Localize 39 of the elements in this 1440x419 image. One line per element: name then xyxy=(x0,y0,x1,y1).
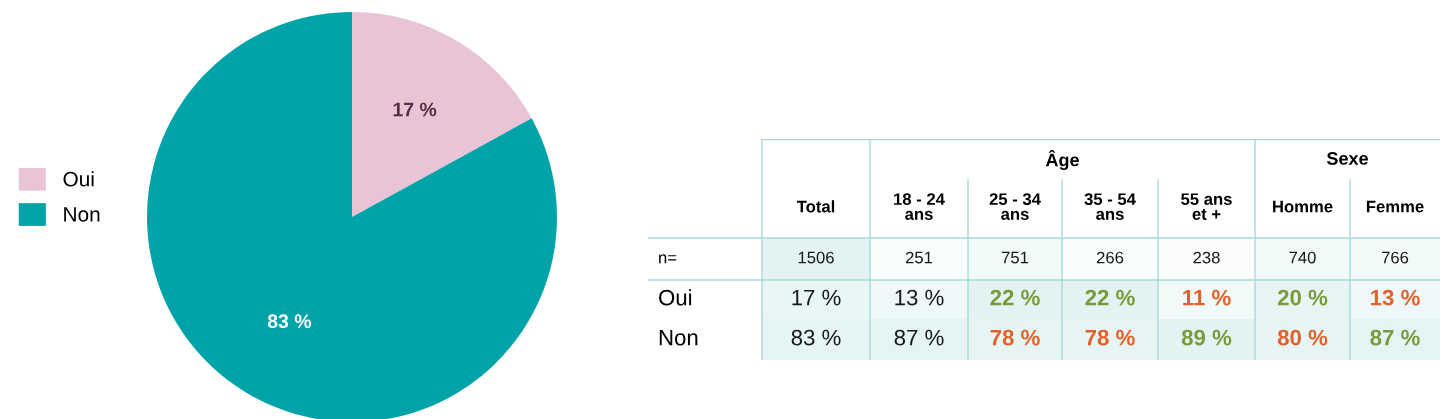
data-label: 17 % xyxy=(393,102,437,117)
legend-label: Oui xyxy=(63,171,94,187)
x-tick-label: Femme xyxy=(1366,200,1424,213)
data-label: 22 % xyxy=(990,289,1040,306)
data-label: 766 xyxy=(1381,251,1409,264)
data-label: 266 xyxy=(1096,251,1124,264)
data-label: 22 % xyxy=(1085,289,1135,306)
data-label: 740 xyxy=(1289,251,1316,264)
x-tick-label: 35 - 54 ans xyxy=(1084,193,1136,220)
y-tick-label: n= xyxy=(659,254,677,264)
data-label: 78 % xyxy=(990,329,1040,346)
text: Âge xyxy=(1045,150,1079,170)
data-label: 1506 xyxy=(798,251,834,264)
text: Sexe xyxy=(1326,152,1368,165)
data-label: 238 xyxy=(1193,251,1220,264)
data-label: 11 % xyxy=(1183,289,1231,306)
data-label: 751 xyxy=(1001,251,1029,264)
data-label: 83 % xyxy=(791,329,841,346)
legend-label: Non xyxy=(64,207,100,222)
x-tick-label: Total xyxy=(796,200,835,213)
data-label: 13 % xyxy=(895,289,944,306)
y-tick-label: Oui xyxy=(659,289,692,306)
data-label: 80 % xyxy=(1277,329,1328,346)
data-label: 20 % xyxy=(1277,289,1328,306)
data-label: 87 % xyxy=(1370,329,1420,346)
data-label: 89 % xyxy=(1181,329,1232,346)
data-label: 83 % xyxy=(267,314,312,329)
data-label: 13 % xyxy=(1371,289,1420,306)
data-label: 87 % xyxy=(894,329,944,346)
data-label: 78 % xyxy=(1085,329,1135,346)
pie-slice xyxy=(352,12,532,217)
y-tick-label: Non xyxy=(659,329,698,346)
data-label: 251 xyxy=(905,251,933,264)
x-tick-label: Homme xyxy=(1273,200,1333,213)
x-tick-label: 18 - 24 ans xyxy=(894,193,945,220)
pie-slice xyxy=(147,12,557,419)
x-tick-label: 55 ans et + xyxy=(1181,193,1232,220)
x-tick-label: 25 - 34 ans xyxy=(989,193,1041,220)
data-label: 17 % xyxy=(792,289,841,306)
